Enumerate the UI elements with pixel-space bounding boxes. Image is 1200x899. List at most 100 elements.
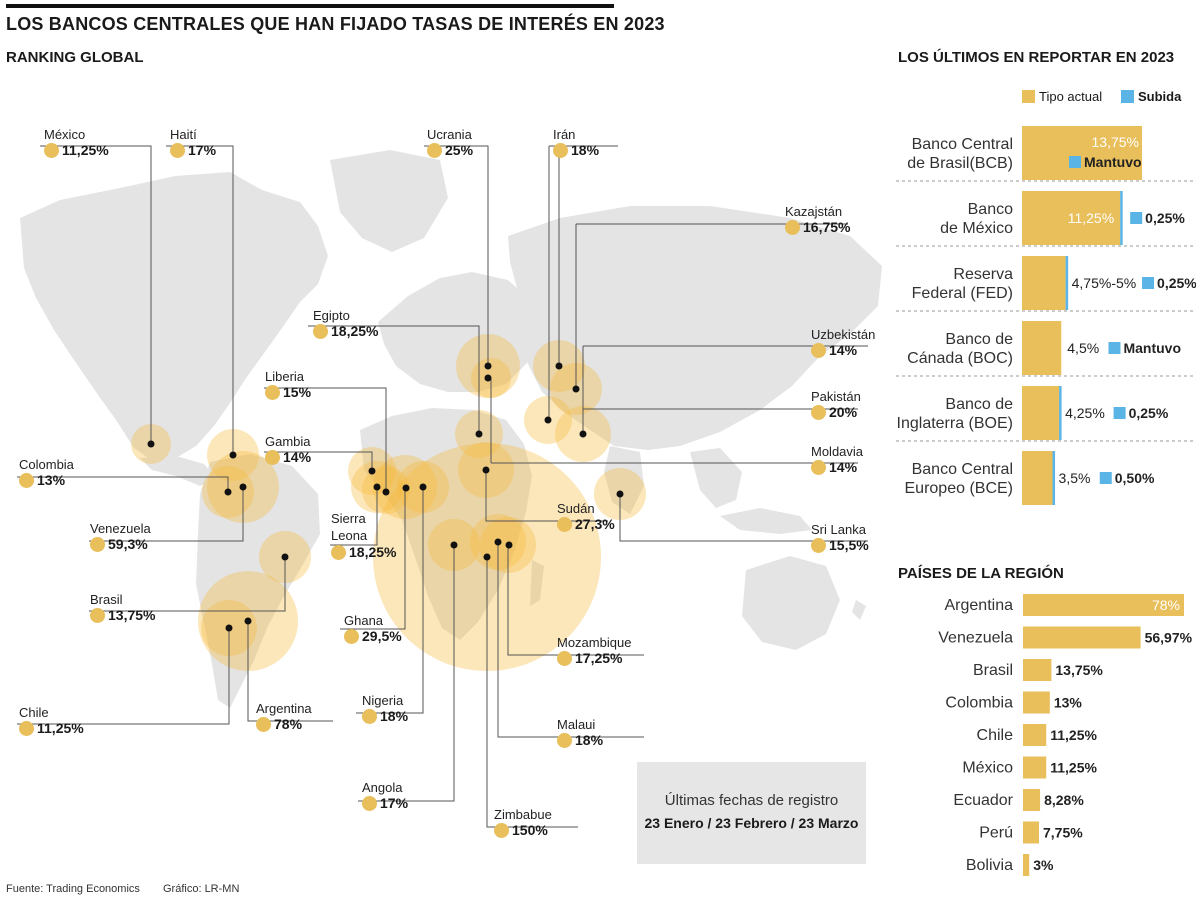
region-bar: [1023, 594, 1184, 616]
country-label-nigeria: Nigeria 18%: [362, 693, 408, 724]
country-name: Chile: [19, 705, 49, 720]
country-label-mozambique: Mozambique 17,25%: [557, 635, 631, 666]
region-bar: [1023, 691, 1050, 714]
bank-change-label: 0,50%: [1115, 470, 1155, 486]
country-label-egipto: Egipto 18,25%: [313, 308, 378, 339]
region-country-label: Chile: [977, 727, 1014, 744]
rate-dot-icon: [19, 720, 34, 736]
region-value-label: 11,25%: [1050, 760, 1097, 776]
dot-angola: [450, 541, 458, 549]
region-chart: Argentina 78% Venezuela 56,97% Brasil 13,75% C…: [938, 594, 1193, 876]
rate-dot-icon: [785, 219, 800, 235]
dot-colombia: [224, 488, 232, 496]
legend-current: Tipo actual: [1022, 89, 1102, 104]
bank-rate-label: 4,25%: [1065, 405, 1105, 421]
region-country-label: Perú: [979, 825, 1013, 842]
bank-raise-bar: [1059, 386, 1062, 440]
legend-raise-swatch: [1121, 90, 1134, 103]
country-name: Egipto: [313, 308, 350, 323]
country-label-srilanka: Sri Lanka 15,5%: [811, 522, 869, 553]
region-value-label: 7,75%: [1043, 825, 1083, 841]
dot-sierraleona: [373, 483, 381, 491]
bank-change-swatch: [1069, 156, 1081, 168]
region-country-label: Brasil: [973, 662, 1013, 679]
rate-dot-icon: [362, 795, 377, 811]
rate-dot-icon: [265, 384, 280, 400]
country-rate: 14%: [283, 449, 312, 465]
bank-name: Reserva: [953, 266, 1013, 283]
rate-dot-icon: [811, 404, 826, 420]
country-name: Moldavia: [811, 444, 864, 459]
country-name: Angola: [362, 780, 403, 795]
dot-mozambique: [505, 541, 513, 549]
bank-change-swatch: [1099, 472, 1112, 484]
country-rate: 17%: [380, 795, 409, 811]
country-name: Sri Lanka: [811, 522, 866, 537]
rate-dot-icon: [19, 472, 34, 488]
country-dots: [147, 362, 624, 632]
region-value-label: 13%: [1054, 695, 1083, 711]
region-value-label: 8,28%: [1044, 792, 1084, 808]
country-name: Kazajstán: [785, 204, 843, 219]
country-rate: 18%: [571, 142, 600, 158]
rate-dot-icon: [494, 822, 509, 838]
country-rate: 15,5%: [829, 537, 869, 553]
country-rate: 59,3%: [108, 536, 148, 552]
dot-mexico: [147, 440, 155, 448]
leader-lines: [17, 145, 868, 828]
rate-dot-icon: [553, 142, 568, 158]
country-label-argentina: Argentina 78%: [256, 701, 312, 732]
country-label-gambia: Gambia 14%: [265, 434, 311, 465]
bank-rate-label: 3,5%: [1059, 470, 1091, 486]
country-rate: 14%: [829, 459, 858, 475]
country-rate: 16,75%: [803, 219, 851, 235]
dot-argentina: [244, 617, 252, 625]
dot-iran: [555, 362, 563, 370]
country-name: Ucrania: [427, 127, 472, 142]
region-value-label: 13,75%: [1055, 662, 1103, 678]
latest-reports-chart: Banco Central de Brasil(BCB) 13,75% Mantuvo…: [896, 126, 1196, 505]
dot-sudan: [482, 466, 490, 474]
footer-graphic: Gráfico: LR-MN: [163, 883, 240, 895]
rate-dot-icon: [265, 449, 280, 465]
dot-gambia: [368, 467, 376, 475]
country-rate: 13,75%: [108, 607, 156, 623]
region-value-label: 56,97%: [1145, 630, 1193, 646]
country-name: Mozambique: [557, 635, 632, 650]
country-rate: 13%: [37, 472, 66, 488]
country-name: Zimbabue: [494, 807, 552, 822]
dot-ucrania: [484, 362, 492, 370]
bank-change-swatch: [1108, 342, 1121, 354]
bank-change-label: Mantuvo: [1084, 154, 1142, 170]
page-title: LOS BANCOS CENTRALES QUE HAN FIJADO TASA…: [6, 14, 665, 34]
region-bar: [1023, 756, 1047, 779]
bank-change-label: 0,25%: [1157, 275, 1196, 291]
country-rate: 150%: [512, 822, 548, 838]
rate-dot-icon: [557, 516, 572, 532]
country-name: Sudán: [557, 501, 595, 516]
bank-name: Federal (FED): [912, 285, 1013, 302]
latest-reports-title: LOS ÚLTIMOS EN REPORTAR EN 2023: [898, 49, 1175, 66]
country-rate: 18%: [380, 708, 409, 724]
legend-current-swatch: [1022, 90, 1035, 103]
bank-rate-label: 13,75%: [1092, 134, 1139, 150]
region-country-label: Argentina: [945, 597, 1014, 614]
bank-change-label: 0,25%: [1129, 405, 1169, 421]
country-rate: 18%: [575, 732, 604, 748]
country-rate: 18,25%: [331, 323, 379, 339]
footer-source: Fuente: Trading Economics: [6, 883, 140, 895]
rate-dot-icon: [44, 142, 59, 158]
bank-name: Inglaterra (BOE): [897, 415, 1013, 432]
dot-malaui: [494, 538, 502, 546]
region-country-label: México: [962, 760, 1013, 777]
country-name: Venezuela: [90, 521, 151, 536]
dot-egipto: [475, 430, 483, 438]
region-title: PAÍSES DE LA REGIÓN: [898, 565, 1064, 582]
world-land: [20, 150, 882, 708]
country-label-colombia: Colombia 13%: [19, 457, 74, 488]
country-name: Irán: [553, 127, 576, 142]
country-label-pakistan: Pakistán 20%: [811, 389, 861, 420]
rate-dot-icon: [90, 607, 105, 623]
country-label-ucrania: Ucrania 25%: [427, 127, 473, 158]
rate-dot-icon: [170, 142, 185, 158]
